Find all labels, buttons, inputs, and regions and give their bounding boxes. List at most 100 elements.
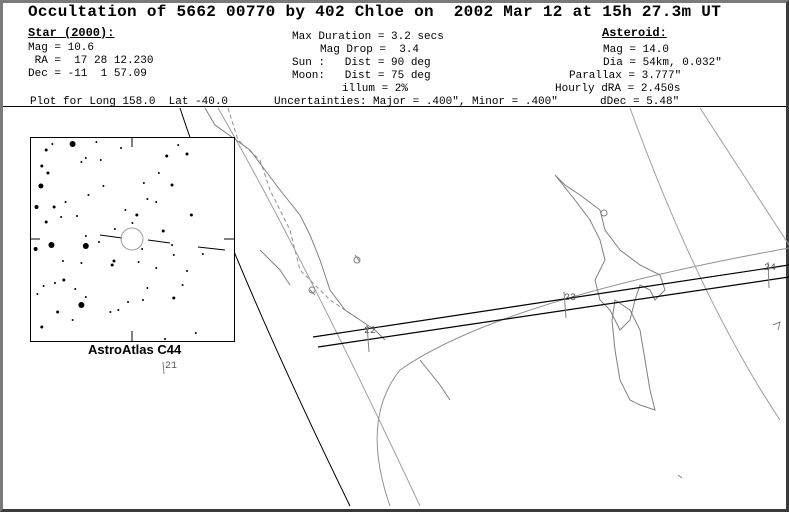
star-dot [141, 248, 144, 250]
star-dot [64, 201, 67, 203]
star-dot [201, 253, 204, 255]
star-dot [155, 201, 158, 203]
star-dot [155, 267, 158, 269]
star-dot [142, 299, 144, 301]
star-dot [80, 161, 83, 163]
star-dot [194, 332, 197, 334]
max-duration: Max Duration = 3.2 secs [292, 31, 444, 43]
star-dot [165, 154, 169, 158]
mag-drop: Mag Drop = 3.4 [320, 44, 420, 56]
star-dot [34, 205, 39, 209]
moon-illum: illum = 2% [342, 83, 409, 95]
star-dot [78, 302, 85, 308]
coast-nz-north [554, 174, 666, 331]
star-dot [181, 284, 184, 286]
coast-islands [259, 249, 451, 401]
time-label-23: 23 [564, 293, 577, 304]
star-dot [40, 325, 44, 329]
gray-line-3 [629, 107, 781, 421]
sun-dist: Sun : Dist = 90 deg [292, 57, 431, 69]
moon-dist: Moon: Dist = 75 deg [292, 70, 431, 82]
star-dot [38, 183, 44, 189]
dashed-border [227, 107, 361, 321]
star-dot [164, 338, 166, 340]
star-dot [161, 229, 165, 233]
star-dot [102, 185, 105, 187]
star-dot [170, 183, 174, 187]
star-dot [87, 194, 90, 196]
coast-islet [677, 321, 781, 479]
star-dot [33, 247, 38, 251]
star-dot [99, 159, 102, 161]
gray-line-4 [217, 107, 421, 507]
path-north-limit [312, 264, 789, 338]
time-label-21: 21 [165, 361, 178, 372]
star-dot [117, 309, 120, 311]
header-divider [3, 106, 786, 107]
star-dot [42, 285, 45, 287]
inset-crosshair-ticks [30, 137, 235, 342]
star-dot [84, 157, 87, 159]
star-dot [61, 260, 64, 262]
star-dot [44, 220, 48, 224]
star-dot [171, 244, 174, 246]
gray-curve-1 [376, 247, 789, 507]
star-dot [135, 213, 139, 217]
star-dot [189, 213, 193, 217]
coast-australia [204, 107, 386, 341]
star-dot [172, 296, 176, 300]
star-dot [69, 141, 76, 147]
star-dot [36, 293, 39, 295]
city-marker [600, 209, 608, 217]
star-dot [120, 147, 122, 149]
star-mag: Mag = 10.6 [28, 42, 95, 54]
time-ticks [162, 261, 770, 375]
gray-line-2 [699, 107, 789, 246]
star-dot [62, 278, 66, 282]
star-dot [95, 141, 98, 143]
star-dot [185, 152, 189, 156]
star-dot [124, 209, 127, 211]
star-dot [177, 144, 180, 146]
city-marker [353, 256, 361, 264]
star-dot [82, 243, 89, 249]
star-dot [146, 287, 149, 289]
star-dot [157, 172, 160, 174]
star-dot [110, 263, 114, 267]
star-dot [112, 259, 116, 263]
asteroid-mag: Mag = 14.0 [603, 44, 670, 56]
asteroid-dia: Dia = 54km, 0.032" [603, 57, 722, 69]
star-dot [46, 171, 50, 175]
star-dot [54, 282, 56, 284]
star-dot [142, 182, 145, 184]
target-circle [120, 227, 144, 251]
star-dot [52, 205, 56, 209]
coast-nz-south [611, 299, 656, 411]
star-dot [80, 262, 83, 264]
time-label-24: 24 [764, 263, 777, 274]
star-dot [137, 261, 140, 263]
star-dot [74, 288, 77, 290]
star-dot [84, 235, 87, 237]
star-dot [56, 310, 60, 314]
uncertainties: Uncertainties: Major = .400", Minor = .4… [274, 96, 558, 108]
star-dot [40, 164, 44, 168]
inset-caption: AstroAtlas C44 [88, 342, 182, 357]
asteroid-hourly-dra: Hourly dRA = 2.450s [555, 83, 681, 95]
star-dot [113, 228, 116, 230]
time-label-22: 22 [364, 326, 377, 337]
star-dot [131, 222, 134, 224]
star-dot [60, 216, 63, 218]
star-chart-inset [30, 137, 235, 342]
star-dot [98, 241, 100, 243]
star-dot [109, 311, 112, 313]
city-marker [308, 286, 316, 294]
star-dot [44, 148, 48, 152]
star-dot [172, 254, 175, 256]
star-heading: Star (2000): [28, 26, 115, 40]
star-dot [51, 143, 54, 145]
path-south-limit [317, 276, 789, 348]
star-dot [71, 319, 74, 321]
star-dot [48, 242, 55, 248]
